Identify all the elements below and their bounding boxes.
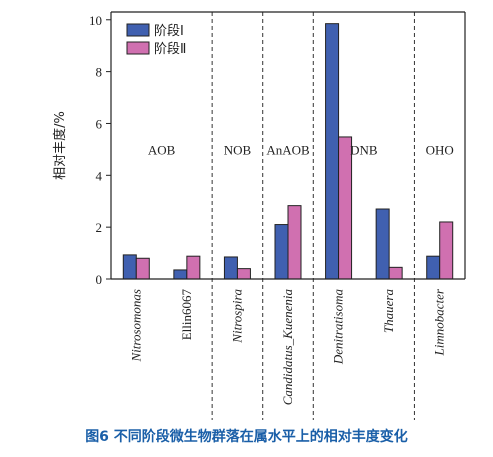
bar-stage2-ellin6067 [186,255,201,280]
y-tick-label: 0 [96,272,103,287]
y-tick-label: 8 [96,65,103,80]
category-label: Ellin6067 [179,289,194,341]
bar-stage2-candidatus_kuenenia [287,205,302,280]
bar-stage2-denitratisoma [338,136,353,280]
group-label: DNB [350,143,378,158]
y-tick-label: 6 [96,116,103,131]
bar-stage2-limnobacter [439,221,454,280]
bar-stage1-candidatus_kuenenia [274,224,289,280]
legend-label: 阶段Ⅱ [154,42,186,57]
y-axis-title: 相对丰度/% [52,111,68,180]
group-label: AnAOB [266,143,310,158]
bar-stage2-nitrospira [236,268,251,280]
bar-chart: 0 2 4 6 8 10 相对丰度/% Nitrosomonas Ellin6067 Nitros… [52,11,466,420]
group-label: AOB [148,143,176,158]
y-tick-label: 10 [89,13,102,28]
y-tick-label: 2 [96,220,103,235]
category-label: Nitrospira [229,289,244,344]
category-label: Nitrosomonas [128,289,143,362]
figure-caption: 图6 不同阶段微生物群落在属水平上的相对丰度变化 [85,429,408,445]
legend-label: 阶段Ⅰ [154,24,184,39]
category-label: Candidatus_Kuenenia [280,289,295,406]
category-label: Thauera [381,289,396,334]
y-tick-label: 4 [96,168,103,183]
bar-stage1-limnobacter [426,255,441,280]
bar-stage1-thauera [375,208,390,280]
category-label: Limnobacter [432,288,447,356]
bar-stage1-ellin6067 [173,269,188,280]
bar-stage1-nitrosomonas [122,254,137,280]
category-label: Denitratisoma [331,289,346,366]
bar-stage2-nitrosomonas [135,257,150,280]
bar-stage1-nitrospira [223,256,238,280]
legend-swatch [126,23,150,37]
group-label: NOB [224,143,252,158]
bar-stage2-thauera [388,266,403,280]
legend-swatch [126,41,150,55]
bar-stage1-denitratisoma [325,23,340,280]
group-label: OHO [426,143,454,158]
